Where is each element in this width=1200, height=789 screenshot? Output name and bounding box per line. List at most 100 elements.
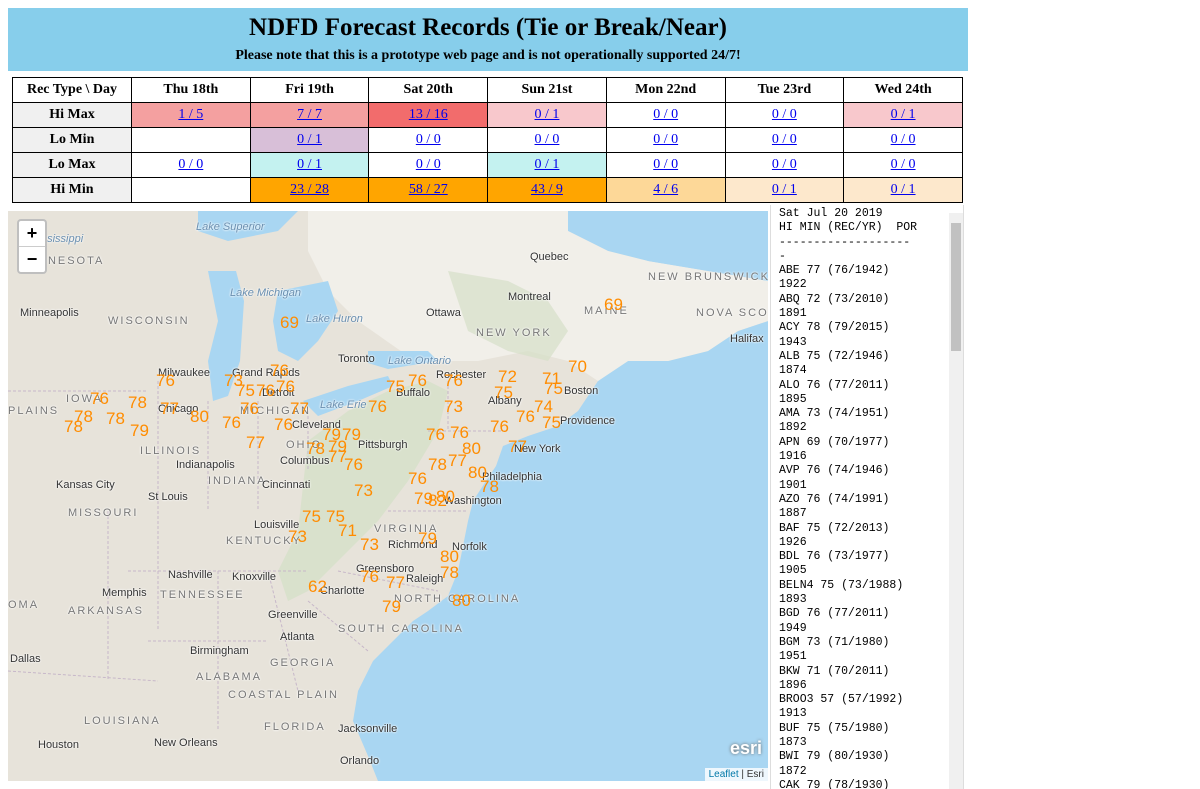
station-value-marker[interactable]: 80 [452,591,471,610]
station-value-marker[interactable]: 79 [342,425,361,444]
station-value-marker[interactable]: 78 [74,407,93,426]
station-value-marker[interactable]: 71 [542,369,561,388]
record-count-link[interactable]: 0 / 1 [297,132,322,147]
station-value-marker[interactable]: 79 [130,421,149,440]
station-value-marker[interactable]: 78 [306,439,325,458]
record-count-link[interactable]: 0 / 0 [771,107,797,122]
station-value-marker[interactable]: 76 [516,407,535,426]
record-count-link[interactable]: 0 / 0 [771,157,797,172]
station-value-marker[interactable]: 76 [450,423,469,442]
station-value-marker[interactable]: 79 [328,437,347,456]
station-value-marker[interactable]: 79 [418,529,437,548]
record-count-link[interactable]: 0 / 0 [890,157,916,172]
zoom-in-button[interactable]: + [19,221,45,247]
station-value-marker[interactable]: 79 [382,597,401,616]
station-value-marker[interactable]: 82 [428,491,447,510]
station-value-marker[interactable]: 72 [498,367,517,386]
station-value-marker[interactable]: 69 [604,295,623,314]
record-count-link[interactable]: 0 / 1 [771,182,797,197]
station-value-marker[interactable]: 76 [274,415,293,434]
station-value-marker[interactable]: 77 [290,399,309,418]
station-value-marker[interactable]: 78 [440,563,459,582]
station-value-marker[interactable]: 77 [160,399,179,418]
station-value-marker[interactable]: 76 [408,371,427,390]
record-count-link[interactable]: 0 / 0 [534,132,560,147]
station-value-marker[interactable]: 77 [448,451,467,470]
station-value-marker[interactable]: 77 [328,447,347,466]
record-count-link[interactable]: 0 / 1 [297,157,322,172]
station-value-marker[interactable]: 76 [344,455,363,474]
station-value-marker[interactable]: 75 [544,379,563,398]
station-value-marker[interactable]: 76 [256,381,275,400]
record-count-link[interactable]: 0 / 0 [653,157,679,172]
record-count-link[interactable]: 13 / 16 [408,107,448,122]
station-value-marker[interactable]: 73 [288,527,307,546]
record-count-link[interactable]: 7 / 7 [297,107,322,122]
record-count-link[interactable]: 0 / 0 [653,132,679,147]
station-value-marker[interactable]: 77 [246,433,265,452]
station-value-marker[interactable]: 75 [302,507,321,526]
zoom-out-button[interactable]: − [26,249,38,269]
record-count-link[interactable]: 0 / 0 [415,132,441,147]
scrollbar-thumb[interactable] [951,223,961,351]
station-value-marker[interactable]: 78 [428,455,447,474]
station-value-marker[interactable]: 76 [222,413,241,432]
station-value-marker[interactable]: 80 [436,487,455,506]
record-count-link[interactable]: 0 / 1 [890,107,916,122]
station-value-marker[interactable]: 79 [322,425,341,444]
station-value-marker[interactable]: 76 [426,425,445,444]
station-value-marker[interactable]: 80 [462,439,481,458]
station-value-marker[interactable]: 76 [156,371,175,390]
forecast-map[interactable]: Lake Superior Mississippi NNESOTA Quebec NEW… [8,211,768,781]
station-value-marker[interactable]: 76 [276,377,295,396]
station-value-marker[interactable]: 76 [270,361,289,380]
record-count-link[interactable]: 0 / 0 [653,107,679,122]
leaflet-link[interactable]: Leaflet [708,769,739,780]
station-value-marker[interactable]: 76 [240,399,259,418]
station-value-marker[interactable]: 69 [280,313,299,332]
station-value-marker[interactable]: 80 [190,407,209,426]
station-value-marker[interactable]: 76 [408,469,427,488]
station-value-marker[interactable]: 73 [444,397,463,416]
station-value-marker[interactable]: 73 [224,371,243,390]
record-count-link[interactable]: 0 / 0 [890,132,916,147]
station-value-marker[interactable]: 74 [534,397,553,416]
record-count-link[interactable]: 23 / 28 [290,182,329,197]
records-scrollbar[interactable] [949,213,963,789]
station-value-marker[interactable]: 73 [360,535,379,554]
station-value-marker[interactable]: 77 [508,437,527,456]
station-value-marker[interactable]: 79 [414,489,433,508]
record-count-link[interactable]: 0 / 1 [534,107,560,122]
record-count-link[interactable]: 0 / 1 [890,182,916,197]
record-count-link[interactable]: 0 / 0 [771,132,797,147]
record-count-link[interactable]: 1 / 5 [178,107,204,122]
record-count-link[interactable]: 58 / 27 [408,182,448,197]
records-list-panel[interactable]: Sat Jul 20 2019 HI MIN (REC/YR) POR ----… [770,205,964,789]
station-value-marker[interactable]: 75 [494,383,513,402]
record-count-link[interactable]: 4 / 6 [653,182,679,197]
station-value-marker[interactable]: 78 [128,393,147,412]
station-value-marker[interactable]: 73 [354,481,373,500]
record-count-link[interactable]: 43 / 9 [531,182,563,197]
station-value-marker[interactable]: 76 [90,389,109,408]
station-value-marker[interactable]: 76 [444,371,463,390]
station-value-marker[interactable]: 80 [468,463,487,482]
station-value-marker[interactable]: 75 [236,381,255,400]
station-value-marker[interactable]: 77 [386,573,405,592]
record-count-link[interactable]: 0 / 0 [178,157,204,172]
station-value-marker[interactable]: 76 [360,567,379,586]
station-value-marker[interactable]: 76 [368,397,387,416]
station-value-marker[interactable]: 80 [440,547,459,566]
record-count-link[interactable]: 0 / 0 [415,157,441,172]
record-count-link[interactable]: 0 / 1 [534,157,560,172]
station-value-marker[interactable]: 75 [542,413,561,432]
station-value-marker[interactable]: 76 [490,417,509,436]
station-value-marker[interactable]: 75 [386,377,405,396]
station-value-marker[interactable]: 71 [338,521,357,540]
station-value-marker[interactable]: 70 [568,357,587,376]
station-value-marker[interactable]: 78 [64,417,83,436]
station-value-marker[interactable]: 75 [326,507,345,526]
station-value-marker[interactable]: 62 [308,577,327,596]
station-value-marker[interactable]: 78 [106,409,125,428]
station-value-marker[interactable]: 78 [480,477,499,496]
